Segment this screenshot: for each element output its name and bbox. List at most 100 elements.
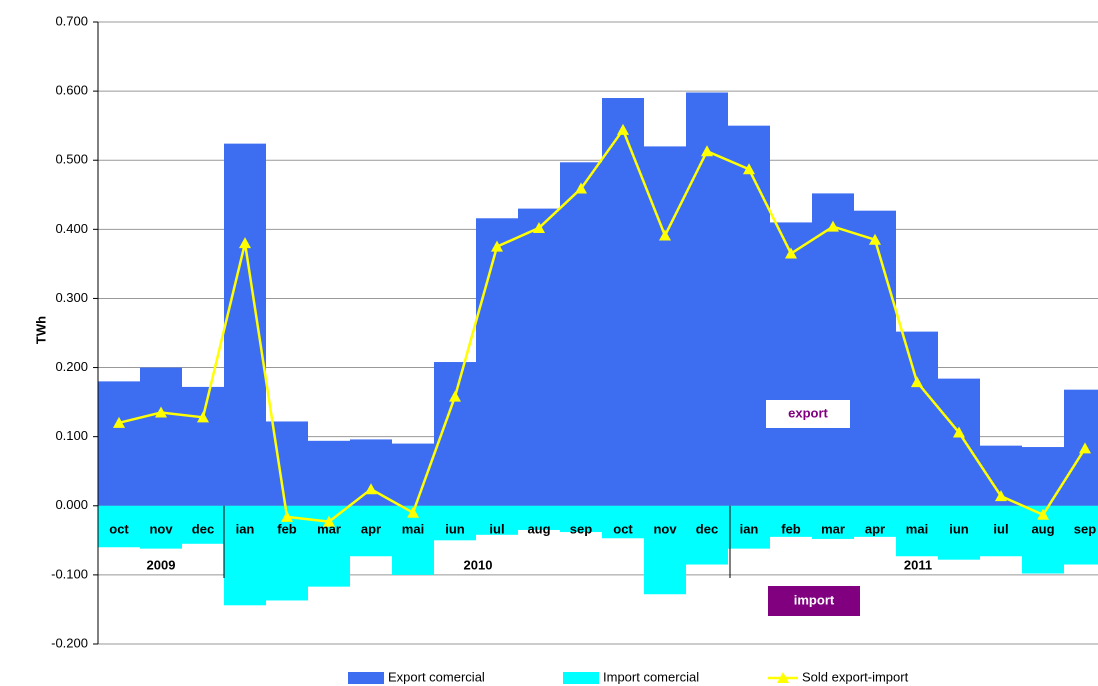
marker [995,490,1007,502]
bar [1064,389,1098,506]
marker [869,233,881,245]
x-tick-label: iun [949,521,969,536]
bar [308,440,350,506]
bar [1064,505,1098,565]
marker [533,221,545,233]
marker [323,515,335,527]
bar [140,367,182,506]
x-tick-label: ian [740,521,759,536]
x-tick-label: mai [402,521,424,536]
legend-label: Sold export-import [802,669,909,684]
marker [407,506,419,518]
annotation-box [768,586,860,616]
year-label: 2010 [464,557,493,572]
marker [617,123,629,135]
marker [911,376,923,388]
bar [602,505,644,539]
bar [182,386,224,506]
x-tick-label: mai [906,521,928,536]
bar [812,505,854,539]
marker [743,163,755,175]
bar [938,378,980,506]
bars [98,92,1098,606]
bar [266,421,308,506]
bar [980,505,1022,557]
marker [953,426,965,438]
x-tick-label: ian [236,521,255,536]
bar [350,439,392,506]
marker [365,483,377,495]
bar [476,218,518,506]
y-axis-title: TWh [33,316,48,344]
x-tick-label: nov [653,521,677,536]
x-tick-label: oct [109,521,129,536]
y-tick-label: -0.100 [51,566,88,581]
bar [350,505,392,557]
marker [113,416,125,428]
marker [659,229,671,241]
bar [938,505,980,560]
bar [686,92,728,506]
y-tick-label: 0.000 [55,497,88,512]
bar [602,98,644,506]
bar [560,505,602,533]
y-tick-label: 0.200 [55,359,88,374]
x-tick-label: feb [277,521,297,536]
marker [1037,508,1049,520]
marker [785,247,797,259]
bar [1022,447,1064,506]
x-tick-label: mar [317,521,341,536]
y-tick-label: 0.500 [55,152,88,167]
x-tick-label: iul [489,521,504,536]
y-tick-label: -0.200 [51,635,88,650]
marker [575,182,587,194]
y-tick-label: 0.600 [55,83,88,98]
bar [518,505,560,530]
marker [827,220,839,232]
annotation: import [794,592,835,607]
y-tick-label: 0.100 [55,428,88,443]
overlay: oct nov dec ian feb mar apr mai iun iul aug sep oct n… [97,22,1096,684]
x-tick-label: sep [1074,521,1096,536]
legend-swatch [563,672,599,684]
year-label: 2011 [904,557,932,572]
bar [770,222,812,506]
marker [197,411,209,423]
annotation-box [766,400,850,428]
x-tick-label: dec [696,521,718,536]
bar [560,162,602,506]
marker [491,240,503,252]
bar [896,505,938,557]
bar [224,143,266,506]
bar [140,505,182,549]
y-tick-label: 0.700 [55,13,88,28]
marker [155,406,167,418]
x-tick-label: oct [613,521,633,536]
legend-swatch [348,672,384,684]
bar [644,505,686,595]
x-tick-label: apr [361,521,381,536]
x-tick-label: sep [570,521,592,536]
x-tick-label: mar [821,521,845,536]
x-tick-label: dec [192,521,214,536]
bar [896,331,938,506]
bar [434,505,476,541]
bar [182,505,224,544]
marker [449,390,461,402]
bar [476,505,518,535]
x-tick-label: nov [149,521,173,536]
legend-label: Export comercial [388,669,485,684]
bar [686,505,728,565]
x-tick-label: apr [865,521,885,536]
marker [281,510,293,522]
bar [728,505,770,549]
marker [239,237,251,249]
bar [854,505,896,537]
x-tick-label: aug [527,521,550,536]
x-tick-label: iul [993,521,1008,536]
line [118,127,1087,523]
x-tick-label: feb [781,521,801,536]
annotation: export [788,405,828,420]
x-tick-label: iun [445,521,465,536]
y-tick-label: 0.300 [55,290,88,305]
